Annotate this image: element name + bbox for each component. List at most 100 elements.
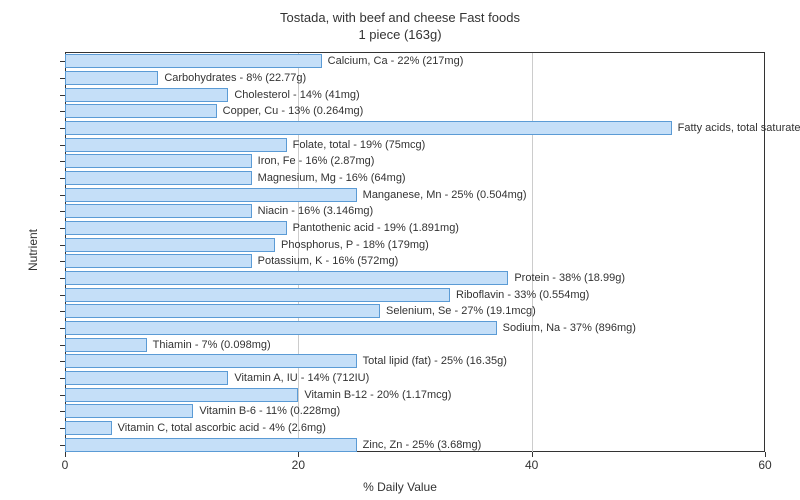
plot-area: Calcium, Ca - 22% (217mg) Carbohydrates -… xyxy=(65,52,765,452)
y-tick xyxy=(60,161,65,162)
bar-label: Selenium, Se - 27% (19.1mcg) xyxy=(386,305,536,317)
y-tick xyxy=(60,95,65,96)
y-tick xyxy=(60,295,65,296)
bar-label: Niacin - 16% (3.146mg) xyxy=(258,205,374,217)
bar-row: Copper, Cu - 13% (0.264mg) xyxy=(65,104,363,118)
bar xyxy=(65,254,252,268)
bar xyxy=(65,188,357,202)
bar xyxy=(65,88,228,102)
bar-row: Iron, Fe - 16% (2.87mg) xyxy=(65,154,374,168)
y-tick xyxy=(60,261,65,262)
bar xyxy=(65,171,252,185)
bar-label: Zinc, Zn - 25% (3.68mg) xyxy=(363,439,482,451)
x-tick-label: 20 xyxy=(292,458,305,472)
bar-row: Thiamin - 7% (0.098mg) xyxy=(65,338,271,352)
bar-row: Vitamin C, total ascorbic acid - 4% (2.6… xyxy=(65,421,326,435)
bar-row: Magnesium, Mg - 16% (64mg) xyxy=(65,171,406,185)
bar xyxy=(65,54,322,68)
bar-row: Calcium, Ca - 22% (217mg) xyxy=(65,54,463,68)
bar xyxy=(65,321,497,335)
bar-row: Vitamin B-12 - 20% (1.17mcg) xyxy=(65,388,451,402)
bar xyxy=(65,71,158,85)
y-tick xyxy=(60,411,65,412)
bar-row: Protein - 38% (18.99g) xyxy=(65,271,625,285)
bar xyxy=(65,288,450,302)
bar-row: Manganese, Mn - 25% (0.504mg) xyxy=(65,188,527,202)
nutrition-chart: Tostada, with beef and cheese Fast foods… xyxy=(0,0,800,500)
bar-label: Sodium, Na - 37% (896mg) xyxy=(503,322,636,334)
bar xyxy=(65,104,217,118)
bar xyxy=(65,221,287,235)
bar-row: Phosphorus, P - 18% (179mg) xyxy=(65,238,429,252)
x-axis-label: % Daily Value xyxy=(0,480,800,494)
bar xyxy=(65,154,252,168)
bar xyxy=(65,121,672,135)
bar-label: Manganese, Mn - 25% (0.504mg) xyxy=(363,189,527,201)
bar-row: Fatty acids, total saturated - 52% (10.3… xyxy=(65,121,800,135)
bar-label: Riboflavin - 33% (0.554mg) xyxy=(456,289,589,301)
bar-label: Vitamin A, IU - 14% (712IU) xyxy=(234,372,369,384)
bar-label: Phosphorus, P - 18% (179mg) xyxy=(281,239,429,251)
bars-container: Calcium, Ca - 22% (217mg) Carbohydrates -… xyxy=(65,53,764,452)
bar xyxy=(65,271,508,285)
y-tick xyxy=(60,395,65,396)
x-tick-label: 60 xyxy=(758,458,771,472)
x-tick xyxy=(298,452,299,457)
bar-label: Magnesium, Mg - 16% (64mg) xyxy=(258,172,406,184)
x-tick xyxy=(65,452,66,457)
bar xyxy=(65,404,193,418)
chart-title-block: Tostada, with beef and cheese Fast foods… xyxy=(0,10,800,44)
y-axis-label: Nutrient xyxy=(26,229,40,271)
y-tick xyxy=(60,378,65,379)
y-tick xyxy=(60,328,65,329)
chart-title-line1: Tostada, with beef and cheese Fast foods xyxy=(0,10,800,27)
y-tick xyxy=(60,428,65,429)
bar xyxy=(65,338,147,352)
bar xyxy=(65,204,252,218)
bar-row: Cholesterol - 14% (41mg) xyxy=(65,88,360,102)
y-tick xyxy=(60,78,65,79)
y-tick xyxy=(60,311,65,312)
x-tick-label: 40 xyxy=(525,458,538,472)
y-tick xyxy=(60,128,65,129)
y-tick xyxy=(60,145,65,146)
bar-row: Potassium, K - 16% (572mg) xyxy=(65,254,398,268)
bar-label: Iron, Fe - 16% (2.87mg) xyxy=(258,155,375,167)
bar-label: Pantothenic acid - 19% (1.891mg) xyxy=(293,222,459,234)
y-tick xyxy=(60,195,65,196)
bar-label: Cholesterol - 14% (41mg) xyxy=(234,89,359,101)
bar-label: Copper, Cu - 13% (0.264mg) xyxy=(223,105,364,117)
bar xyxy=(65,371,228,385)
bar-row: Selenium, Se - 27% (19.1mcg) xyxy=(65,304,536,318)
bar-row: Vitamin B-6 - 11% (0.228mg) xyxy=(65,404,340,418)
bar xyxy=(65,238,275,252)
y-tick xyxy=(60,361,65,362)
bar-row: Niacin - 16% (3.146mg) xyxy=(65,204,373,218)
bar-row: Pantothenic acid - 19% (1.891mg) xyxy=(65,221,459,235)
y-tick xyxy=(60,445,65,446)
y-tick xyxy=(60,278,65,279)
y-tick xyxy=(60,211,65,212)
bar-row: Sodium, Na - 37% (896mg) xyxy=(65,321,636,335)
bar-label: Vitamin B-6 - 11% (0.228mg) xyxy=(199,405,340,417)
y-tick xyxy=(60,245,65,246)
bar-row: Carbohydrates - 8% (22.77g) xyxy=(65,71,306,85)
y-tick xyxy=(60,228,65,229)
chart-title-line2: 1 piece (163g) xyxy=(0,27,800,44)
bar-label: Carbohydrates - 8% (22.77g) xyxy=(164,72,306,84)
bar-row: Vitamin A, IU - 14% (712IU) xyxy=(65,371,369,385)
bar xyxy=(65,354,357,368)
bar xyxy=(65,388,298,402)
bar-label: Total lipid (fat) - 25% (16.35g) xyxy=(363,355,507,367)
bar xyxy=(65,421,112,435)
bar xyxy=(65,138,287,152)
bar-label: Vitamin C, total ascorbic acid - 4% (2.6… xyxy=(118,422,326,434)
y-tick xyxy=(60,61,65,62)
bar-row: Riboflavin - 33% (0.554mg) xyxy=(65,288,589,302)
bar-label: Thiamin - 7% (0.098mg) xyxy=(153,339,271,351)
bar-row: Total lipid (fat) - 25% (16.35g) xyxy=(65,354,507,368)
y-tick xyxy=(60,345,65,346)
bar xyxy=(65,304,380,318)
bar-label: Vitamin B-12 - 20% (1.17mcg) xyxy=(304,389,451,401)
bar-label: Fatty acids, total saturated - 52% (10.3… xyxy=(678,122,800,134)
